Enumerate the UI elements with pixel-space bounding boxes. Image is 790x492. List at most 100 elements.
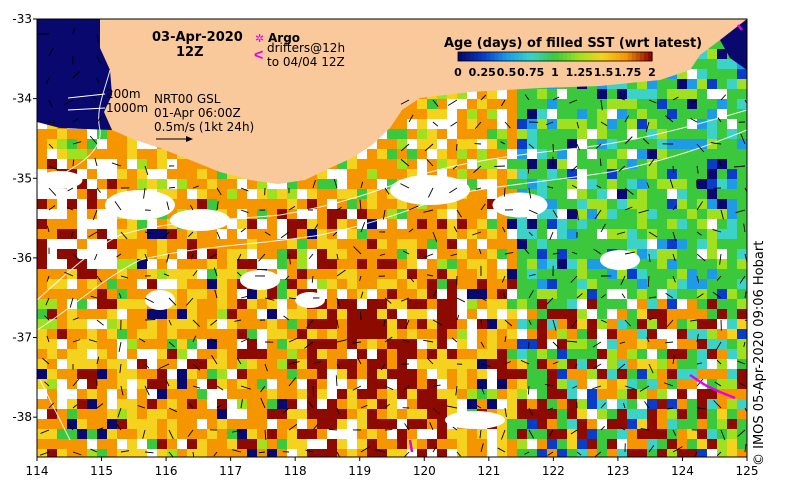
current-vector (480, 297, 487, 301)
current-vector (432, 121, 439, 127)
x-tick-label: 124 (671, 464, 694, 478)
current-vector (572, 385, 578, 389)
current-vector (547, 451, 554, 456)
x-tick-label: 118 (284, 464, 307, 478)
current-vector (696, 407, 706, 410)
current-vector (576, 293, 583, 299)
current-vector (552, 341, 561, 350)
current-vector (624, 206, 633, 211)
current-vector (72, 27, 75, 35)
current-vectors (38, 27, 747, 457)
current-vector (305, 449, 314, 453)
current-vector (648, 158, 655, 167)
current-vector (474, 121, 482, 129)
current-vector (642, 138, 650, 145)
colorbar-tick-label: 0.75 (517, 66, 544, 79)
current-vector (96, 319, 104, 326)
current-vector (408, 275, 415, 283)
current-vector (384, 403, 391, 409)
current-vector (716, 451, 722, 457)
current-vector (427, 357, 434, 365)
current-vector (189, 204, 194, 211)
current-vector (480, 363, 491, 368)
current-vector (720, 429, 726, 441)
current-vector (450, 121, 458, 127)
current-vector (168, 341, 175, 348)
current-vector (548, 429, 554, 437)
current-vector (737, 360, 746, 365)
current-vector (600, 99, 603, 111)
current-vector (90, 448, 98, 453)
current-vector (144, 363, 150, 369)
current-vector (624, 385, 635, 390)
current-vector (186, 297, 194, 306)
current-vector (528, 429, 535, 439)
current-vector (600, 402, 606, 409)
current-vector (48, 402, 55, 409)
current-vector (352, 341, 362, 344)
colorbar: 0 0.25 0.5 0.75 1 1.25 1.5 1.75 2 (454, 51, 656, 79)
current-vector (236, 357, 242, 365)
current-vector (599, 158, 602, 167)
current-vector (504, 251, 514, 255)
current-vector (308, 401, 314, 409)
current-vector (744, 291, 747, 299)
current-vector (596, 185, 602, 189)
current-vector (336, 253, 339, 260)
current-vector (744, 187, 747, 193)
current-vector (432, 99, 439, 107)
current-vector (166, 201, 170, 211)
current-vector (210, 338, 218, 343)
current-vector (119, 363, 122, 374)
x-tick-label: 122 (542, 464, 565, 478)
current-vector (48, 47, 54, 57)
current-vector (696, 293, 704, 299)
current-vector (645, 121, 650, 132)
current-vector (168, 429, 174, 440)
current-vector (623, 402, 626, 409)
current-vector (359, 275, 362, 281)
current-vector (696, 362, 702, 365)
contour-label-1000m: 1000m (106, 101, 148, 115)
current-vector (617, 363, 626, 371)
current-vector (70, 231, 74, 238)
current-vector (360, 181, 364, 189)
current-vector (240, 209, 249, 214)
current-vector (306, 319, 314, 329)
current-vector (357, 358, 362, 365)
current-vector (744, 443, 747, 453)
currents-scale: 0.5m/s (1kt 24h) (154, 120, 254, 134)
current-vector (360, 446, 370, 453)
current-vector (501, 275, 506, 283)
colorbar-tick-label: 1.75 (614, 66, 641, 79)
current-vector (480, 203, 486, 211)
drifter-track (689, 373, 706, 387)
current-vector (690, 319, 698, 322)
current-vector (743, 341, 746, 348)
current-vector (504, 407, 507, 418)
current-vector (96, 187, 101, 193)
current-vector (450, 253, 458, 257)
current-vector (308, 253, 314, 260)
current-vector (552, 252, 560, 255)
current-vector (118, 341, 122, 352)
current-vector (624, 187, 634, 195)
current-vector (667, 407, 674, 410)
current-vector (48, 99, 53, 108)
current-vector (663, 382, 674, 387)
current-vector (144, 451, 154, 454)
current-vector (452, 426, 458, 431)
current-vector (46, 335, 50, 343)
current-vector (692, 99, 698, 104)
current-vector (311, 275, 314, 283)
current-vector (168, 407, 178, 413)
current-vector (739, 275, 746, 284)
current-vector (648, 317, 654, 321)
current-vector (336, 297, 341, 308)
current-vector (696, 231, 702, 236)
colorbar-tick-label: 1 (551, 66, 559, 79)
current-vector (408, 205, 419, 211)
current-vector (120, 450, 130, 453)
x-tick-label: 120 (413, 464, 436, 478)
current-vector (188, 231, 194, 238)
